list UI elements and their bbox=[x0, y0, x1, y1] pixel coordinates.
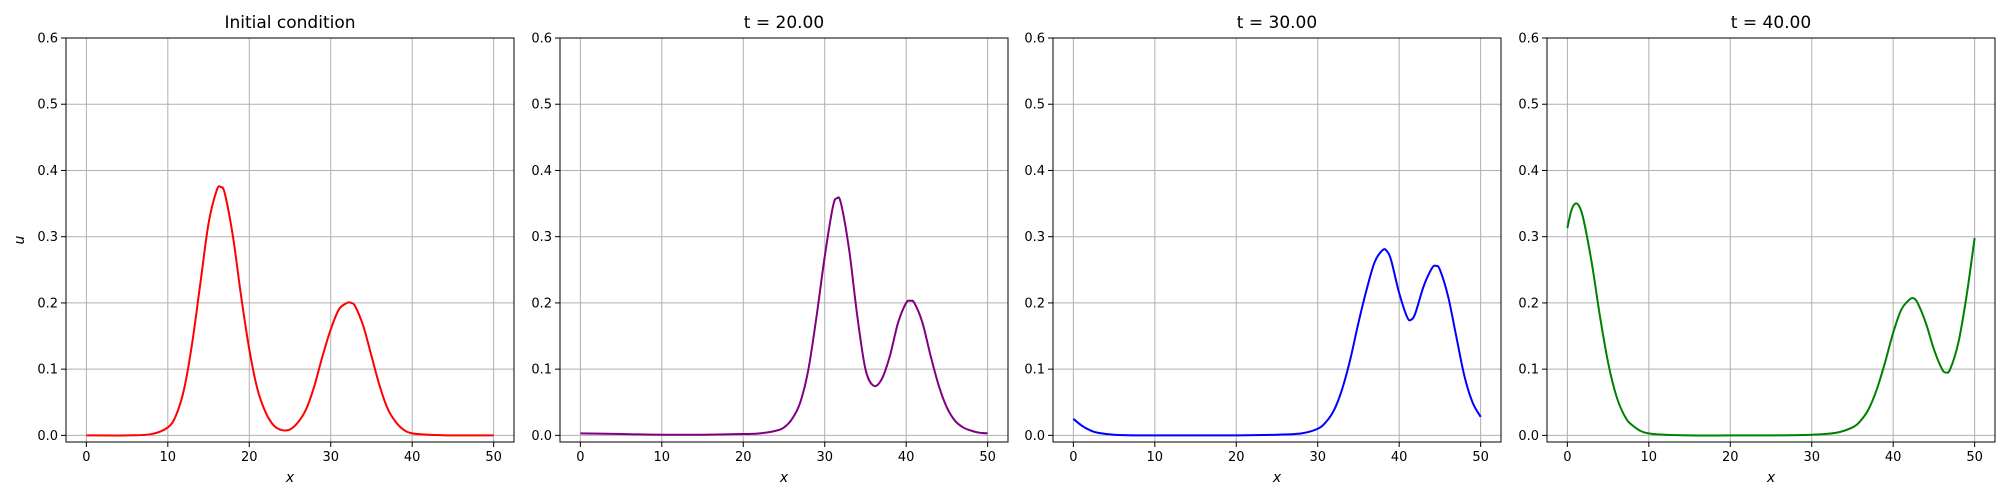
y-tick-label: 0.1 bbox=[1024, 363, 1045, 378]
y-tick-label: 0.3 bbox=[1024, 230, 1045, 245]
y-tick-label: 0.4 bbox=[37, 164, 58, 179]
x-tick-label: 40 bbox=[898, 450, 915, 465]
series-line bbox=[86, 185, 494, 437]
x-tick-label: 30 bbox=[1803, 450, 1820, 465]
y-tick-label: 0.1 bbox=[37, 363, 58, 378]
y-tick-label: 0.5 bbox=[531, 98, 552, 113]
x-tick-label: 10 bbox=[1147, 450, 1164, 465]
x-tick-label: 50 bbox=[979, 450, 996, 465]
y-tick-label: 0.6 bbox=[37, 32, 58, 47]
y-tick-label: 0.0 bbox=[1518, 429, 1539, 444]
chart-title: Initial condition bbox=[224, 13, 355, 33]
x-tick-label: 30 bbox=[322, 450, 339, 465]
chart-title: t = 30.00 bbox=[1237, 13, 1317, 33]
x-tick-label: 30 bbox=[1309, 450, 1326, 465]
x-tick-label: 0 bbox=[82, 450, 90, 465]
y-tick-label: 0.2 bbox=[37, 296, 58, 311]
x-axis-label: x bbox=[779, 470, 789, 486]
x-tick-label: 10 bbox=[1641, 450, 1658, 465]
x-tick-label: 50 bbox=[1472, 450, 1489, 465]
x-tick-label: 40 bbox=[404, 450, 421, 465]
x-tick-label: 20 bbox=[1722, 450, 1739, 465]
y-tick-label: 0.3 bbox=[37, 230, 58, 245]
y-tick-label: 0.0 bbox=[37, 429, 58, 444]
y-tick-label: 0.5 bbox=[37, 98, 58, 113]
x-tick-label: 20 bbox=[1228, 450, 1245, 465]
chart-panel-4: 0 10 20 30 40 50 0.0 0.1 0.2 0.3 0.4 0.5 0.6 t = 40.0… bbox=[1518, 13, 1996, 486]
y-tick-label: 0.6 bbox=[1024, 32, 1045, 47]
series-line bbox=[1566, 202, 1976, 437]
axes-frame bbox=[1052, 37, 1502, 443]
x-tick-label: 50 bbox=[1966, 450, 1983, 465]
x-tick-label: 30 bbox=[816, 450, 833, 465]
y-tick-label: 0.3 bbox=[1518, 230, 1539, 245]
series-line bbox=[1072, 248, 1482, 437]
y-tick-label: 0.2 bbox=[1024, 296, 1045, 311]
series-line bbox=[580, 196, 988, 436]
axes-frame bbox=[65, 37, 515, 443]
x-tick-label: 0 bbox=[1069, 450, 1077, 465]
chart-panel-2: 0 10 20 30 40 50 0.0 0.1 0.2 0.3 0.4 0.5 0.6 t = 20.0… bbox=[531, 13, 1009, 486]
x-axis-label: x bbox=[1272, 470, 1282, 486]
y-tick-label: 0.4 bbox=[531, 164, 552, 179]
x-tick-label: 50 bbox=[485, 450, 502, 465]
x-axis-label: x bbox=[1766, 470, 1776, 486]
y-tick-label: 0.2 bbox=[531, 296, 552, 311]
x-tick-label: 20 bbox=[241, 450, 258, 465]
x-tick-label: 20 bbox=[735, 450, 752, 465]
x-tick-label: 40 bbox=[1391, 450, 1408, 465]
y-tick-label: 0.1 bbox=[1518, 363, 1539, 378]
y-tick-label: 0.2 bbox=[1518, 296, 1539, 311]
y-tick-label: 0.5 bbox=[1024, 98, 1045, 113]
chart-title: t = 20.00 bbox=[744, 13, 824, 33]
axes-frame bbox=[1546, 37, 1996, 443]
x-tick-label: 40 bbox=[1885, 450, 1902, 465]
y-tick-label: 0.4 bbox=[1518, 164, 1539, 179]
y-tick-label: 0.3 bbox=[531, 230, 552, 245]
x-tick-label: 0 bbox=[576, 450, 584, 465]
chart-panel-1: 0 10 20 30 40 50 0.0 0.1 0.2 0.3 0.4 0.5 0.6 Initial … bbox=[12, 13, 515, 486]
chart-panel-3: 0 10 20 30 40 50 0.0 0.1 0.2 0.3 0.4 0.5 0.6 t = 30.0… bbox=[1024, 13, 1502, 486]
x-tick-label: 10 bbox=[654, 450, 671, 465]
chart-title: t = 40.00 bbox=[1731, 13, 1811, 33]
y-tick-label: 0.5 bbox=[1518, 98, 1539, 113]
axes-frame bbox=[559, 37, 1009, 443]
x-tick-label: 0 bbox=[1563, 450, 1571, 465]
y-tick-label: 0.0 bbox=[531, 429, 552, 444]
y-tick-label: 0.6 bbox=[1518, 32, 1539, 47]
x-tick-label: 10 bbox=[160, 450, 177, 465]
y-tick-label: 0.6 bbox=[531, 32, 552, 47]
y-tick-label: 0.4 bbox=[1024, 164, 1045, 179]
y-tick-label: 0.0 bbox=[1024, 429, 1045, 444]
y-axis-label: u bbox=[12, 235, 28, 244]
x-axis-label: x bbox=[285, 470, 295, 486]
y-tick-label: 0.1 bbox=[531, 363, 552, 378]
